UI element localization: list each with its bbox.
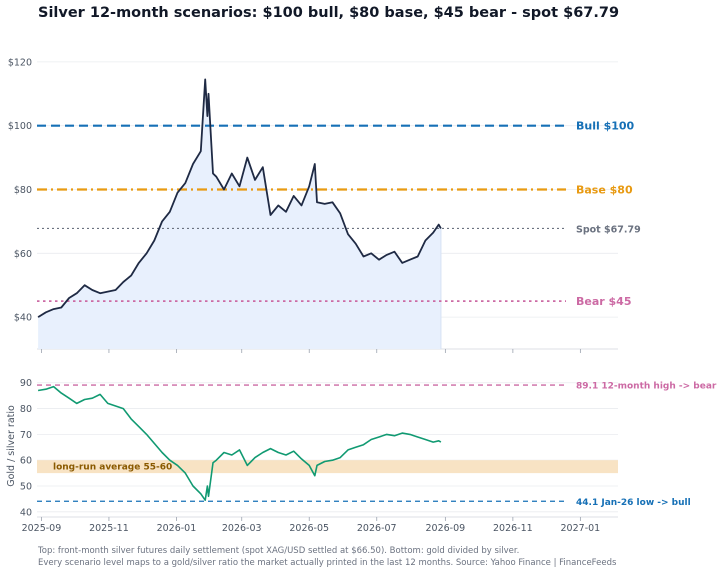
- footnote-line-1: Top: front-month silver futures daily se…: [38, 546, 520, 556]
- ratio-tick-label: 70: [20, 430, 32, 441]
- x-tick-label: 2026-11: [493, 523, 533, 534]
- price-tick-label: $100: [8, 121, 32, 132]
- x-tick-label: 2027-01: [561, 523, 601, 534]
- ratio-tick-label: 50: [20, 482, 32, 493]
- x-tick-label: 2026-05: [289, 523, 329, 534]
- x-tick-label: 2025-11: [89, 523, 129, 534]
- price-tick-label: $120: [8, 57, 32, 68]
- price-series-line: [37, 78, 442, 318]
- ratio-tick-label: 60: [20, 456, 32, 467]
- price-tick-label: $80: [14, 185, 32, 196]
- ratio-y-axis-label: Gold / silver ratio: [6, 405, 17, 487]
- x-tick-label: 2026-01: [157, 523, 197, 534]
- ref-label-bull: Bull $100: [576, 120, 635, 133]
- chart-title: Silver 12-month scenarios: $100 bull, $8…: [38, 5, 620, 21]
- ref-label-bear: Bear $45: [576, 295, 631, 308]
- ratio-tick-label: 90: [20, 378, 32, 389]
- x-tick-label: 2026-03: [222, 523, 262, 534]
- ratio-ref-label-low: 44.1 Jan-26 low -> bull: [576, 498, 691, 508]
- price-tick-label: $40: [14, 313, 32, 324]
- price-tick-label: $60: [14, 249, 32, 260]
- ref-label-spot: Spot $67.79: [576, 224, 641, 235]
- ratio-tick-label: 40: [20, 507, 32, 518]
- band-label: long-run average 55-60: [53, 463, 172, 473]
- x-tick-label: 2025-09: [22, 523, 62, 534]
- ref-label-base: Base $80: [576, 184, 633, 197]
- ratio-tick-label: 80: [20, 404, 32, 415]
- x-tick-label: 2026-07: [357, 523, 397, 534]
- x-tick-label: 2026-09: [426, 523, 466, 534]
- ratio-ref-label-high: 89.1 12-month high -> bear: [576, 382, 717, 392]
- footnote-line-2: Every scenario level maps to a gold/silv…: [38, 558, 617, 568]
- price-area-fill: [38, 79, 441, 350]
- ratio-series-line: [37, 385, 442, 502]
